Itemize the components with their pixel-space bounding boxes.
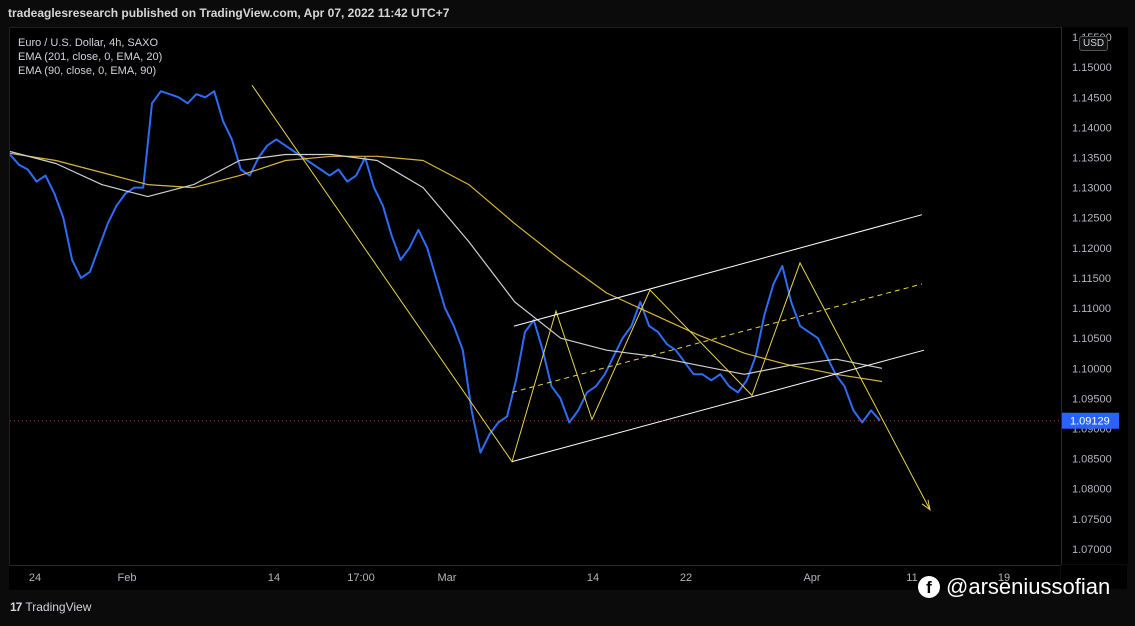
y-tick-label: 1.10000	[1072, 363, 1112, 375]
x-tick-label: 19	[998, 572, 1010, 584]
legend-ema-201[interactable]: EMA (201, close, 0, EMA, 20)	[18, 51, 163, 63]
arrow-head	[921, 499, 931, 511]
time-axis[interactable]	[9, 565, 1060, 590]
watermark: f @arseniussofian	[918, 574, 1110, 600]
chart-legend: Euro / U.S. Dollar, 4h, SAXO EMA (201, c…	[18, 36, 162, 78]
x-tick-label: 24	[29, 572, 41, 584]
y-tick-label: 1.13500	[1072, 152, 1112, 164]
series-line-2	[9, 150, 883, 375]
y-tick-label: 1.12500	[1072, 213, 1112, 225]
channel-mid-line	[511, 283, 923, 393]
y-tick-label: 1.12000	[1072, 243, 1112, 255]
y-tick-label: 1.13000	[1072, 183, 1112, 195]
facebook-icon: f	[918, 576, 940, 598]
legend-ema-90[interactable]: EMA (90, close, 0, EMA, 90)	[18, 65, 157, 77]
plot-area[interactable]	[9, 27, 1062, 566]
x-tick-label: Mar	[438, 572, 457, 584]
y-tick-label: 1.07500	[1072, 514, 1112, 526]
x-tick-label: 11	[906, 572, 917, 584]
y-tick-label: 1.08500	[1072, 454, 1112, 466]
legend-symbol[interactable]: Euro / U.S. Dollar, 4h, SAXO	[18, 37, 159, 49]
tv-logo-icon: 17	[10, 600, 22, 614]
tradingview-brand[interactable]: 17 TradingView	[10, 600, 91, 614]
publication-header: tradeaglesresearch published on TradingV…	[8, 6, 450, 20]
last-price-label: 1.09129	[1070, 416, 1110, 428]
brand-label: TradingView	[25, 600, 92, 614]
watermark-handle: @arseniussofian	[946, 574, 1111, 599]
x-tick-label: 22	[680, 572, 692, 584]
y-tick-label: 1.14500	[1072, 92, 1112, 104]
price-axis[interactable]	[1061, 27, 1128, 564]
x-tick-label: 14	[268, 572, 280, 584]
zigzag-drawing	[251, 84, 931, 511]
y-tick-label: 1.09500	[1072, 393, 1112, 405]
x-tick-label: 17:00	[347, 572, 375, 584]
channel-upper-line	[513, 214, 923, 327]
series-line-0	[9, 90, 881, 454]
y-tick-label: 1.11000	[1072, 303, 1111, 315]
y-tick-label: 1.14000	[1072, 122, 1112, 134]
last-price-badge	[1062, 412, 1119, 429]
axis-corner	[1061, 565, 1127, 589]
currency-badge[interactable]: USD	[1079, 36, 1109, 51]
y-tick-label: 1.10500	[1072, 333, 1112, 345]
y-tick-label: 1.11500	[1072, 273, 1111, 285]
series-line-1	[9, 152, 883, 383]
channel-lower-line	[511, 349, 925, 463]
x-tick-label: Feb	[118, 572, 137, 584]
y-tick-label: 1.15000	[1072, 62, 1112, 74]
x-tick-label: Apr	[803, 572, 820, 584]
x-tick-label: 14	[587, 572, 599, 584]
y-tick-label: 1.08000	[1072, 484, 1112, 496]
y-tick-label: 1.07000	[1072, 544, 1112, 556]
